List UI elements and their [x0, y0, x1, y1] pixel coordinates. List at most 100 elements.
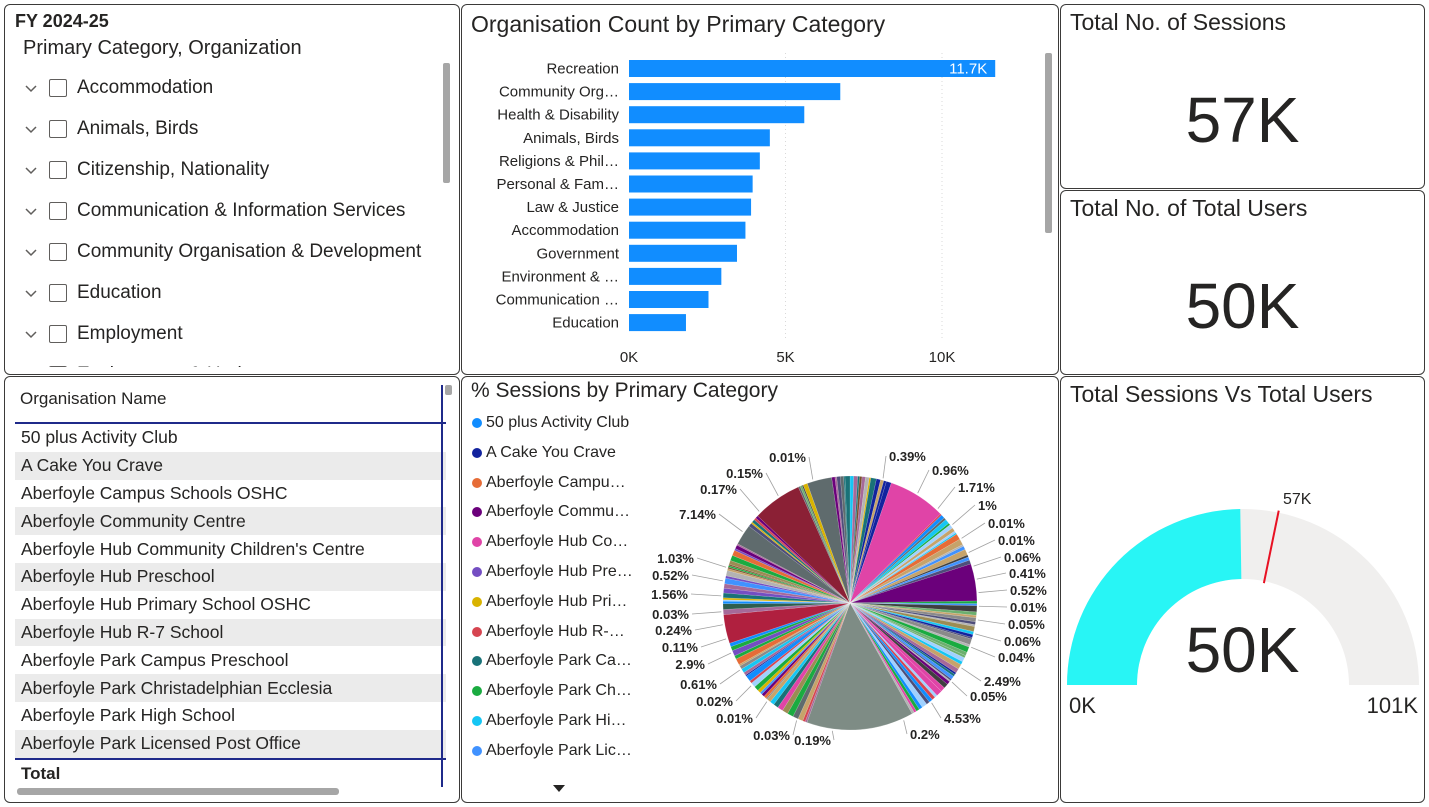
pie-slice [849, 602, 930, 705]
checkbox[interactable] [49, 202, 67, 220]
table-header-organisation-name[interactable]: Organisation Name [20, 389, 167, 408]
legend-item[interactable]: Aberfoyle Park Lic… [472, 741, 632, 761]
checkbox[interactable] [49, 120, 67, 138]
legend-item[interactable]: Aberfoyle Hub R-… [472, 622, 625, 642]
checkbox[interactable] [49, 284, 67, 302]
pie-slice [755, 515, 851, 604]
pie-slice [782, 602, 851, 714]
table-row[interactable]: Aberfoyle Hub Primary School OSHC [21, 594, 311, 615]
slicer-scrollbar[interactable] [443, 63, 450, 183]
slicer-item[interactable]: Community Organisation & Development [23, 237, 421, 267]
pie-slice [723, 587, 851, 604]
legend-item[interactable]: Aberfoyle Park Ca… [472, 651, 632, 671]
pie-slice [792, 602, 851, 720]
table-row[interactable]: Aberfoyle Hub R-7 School [15, 618, 446, 647]
table-row[interactable]: Aberfoyle Park Christadelphian Ecclesia [15, 674, 446, 702]
pie-data-label: 0.06% [1004, 550, 1041, 565]
legend-item[interactable]: Aberfoyle Hub Pre… [472, 562, 633, 582]
table-row[interactable]: Aberfoyle Hub Community Children's Centr… [21, 538, 365, 559]
category-label: Religions & Phil… [499, 153, 619, 170]
chevron-down-icon[interactable] [23, 203, 39, 219]
table-row[interactable]: Aberfoyle Park Campus Preschool [21, 649, 289, 670]
legend-item[interactable]: Aberfoyle Campu… [472, 473, 626, 493]
pie-slice [723, 602, 851, 644]
pie-data-label: 1.03% [657, 551, 694, 566]
legend-dot-icon [472, 656, 482, 667]
leader-line [952, 504, 976, 525]
leader-line [973, 556, 1002, 567]
slicer-item[interactable]: Accommodation [23, 73, 213, 103]
legend-scroll-down-icon[interactable] [553, 785, 565, 792]
table-horizontal-scrollbar[interactable] [17, 788, 339, 795]
checkbox[interactable] [49, 243, 67, 261]
bar-chart-plot: 0K 5K 10K Recreation Community Org… Health & … [496, 53, 996, 366]
column-divider [441, 385, 443, 787]
pie-slice [849, 602, 959, 674]
sessions-kpi-value: 57K [1185, 84, 1300, 156]
bar-chart-scrollbar[interactable] [1045, 53, 1052, 233]
checkbox[interactable] [49, 161, 67, 179]
pie-slice [849, 602, 923, 710]
slicer-header: Primary Category, Organization [23, 37, 302, 59]
table-row[interactable]: Aberfoyle Hub Preschool [15, 563, 446, 591]
pie-slice [728, 560, 851, 604]
legend-item[interactable]: 50 plus Activity Club [472, 413, 629, 433]
bar [629, 129, 770, 147]
pie-slice [836, 476, 851, 604]
legend-item[interactable]: Aberfoyle Park Hi… [472, 711, 627, 731]
legend-item[interactable]: Aberfoyle Hub Pri… [472, 592, 627, 612]
chevron-down-icon[interactable] [23, 326, 39, 342]
table-row[interactable]: Aberfoyle Park Licensed Post Office [15, 729, 446, 758]
slicer-item[interactable]: Citizenship, Nationality [23, 155, 269, 185]
legend-item[interactable]: Aberfoyle Hub Co… [472, 532, 628, 552]
legend-dot-icon [472, 507, 482, 518]
legend-item[interactable]: Aberfoyle Commu… [472, 502, 630, 522]
pie-slice [849, 479, 885, 604]
category-label: Law & Justice [526, 199, 619, 216]
legend-item[interactable]: A Cake You Crave [472, 443, 616, 463]
chevron-down-icon[interactable] [23, 244, 39, 260]
pie-slice [726, 568, 851, 604]
pie-slice [849, 602, 936, 700]
slicer-item-label: Education [77, 282, 162, 303]
table-row[interactable]: A Cake You Crave [15, 451, 446, 480]
table-row[interactable]: Aberfoyle Community Centre [15, 507, 446, 536]
bar [629, 244, 737, 262]
chevron-down-icon[interactable] [23, 121, 39, 137]
pie-slice [849, 538, 964, 604]
chevron-down-icon[interactable] [23, 162, 39, 178]
pie-slice [849, 481, 892, 604]
slicer-item[interactable]: Environment & Heritage [23, 360, 279, 367]
pie-slice [849, 527, 955, 604]
pie-slice [849, 602, 938, 698]
checkbox[interactable] [49, 325, 67, 343]
table-row[interactable]: 50 plus Activity Club [21, 427, 178, 448]
chevron-down-icon[interactable] [23, 285, 39, 301]
table-vertical-scrollbar[interactable] [445, 385, 452, 395]
category-label: Recreation [546, 61, 619, 78]
leader-line [977, 619, 1006, 625]
legend-label: Aberfoyle Park Ch… [486, 682, 632, 700]
pie-slice [757, 602, 851, 693]
pie-slice [849, 602, 974, 635]
slicer-item[interactable]: Employment [23, 319, 183, 349]
checkbox[interactable] [49, 79, 67, 97]
slicer-item[interactable]: Animals, Birds [23, 114, 198, 144]
pie-slice [741, 602, 851, 673]
legend-dot-icon [472, 418, 482, 428]
pie-slice [849, 602, 945, 692]
table-row[interactable]: Aberfoyle Campus Schools OSHC [21, 482, 288, 503]
chevron-down-icon[interactable] [23, 80, 39, 96]
slicer-item[interactable]: Communication & Information Services [23, 196, 405, 226]
checkbox[interactable] [49, 366, 67, 367]
leader-line [719, 669, 741, 685]
legend-item[interactable]: Aberfoyle Park Ch… [472, 681, 632, 701]
pie-slice [849, 602, 957, 675]
table-row[interactable]: Aberfoyle Park High School [21, 705, 235, 726]
total-divider [15, 758, 446, 760]
gauge-min-label: 0K [1069, 693, 1096, 718]
slicer-item[interactable]: Education [23, 278, 162, 308]
pie-slice [849, 602, 928, 708]
pie-slice [840, 475, 851, 604]
gauge-plot [1067, 509, 1419, 685]
